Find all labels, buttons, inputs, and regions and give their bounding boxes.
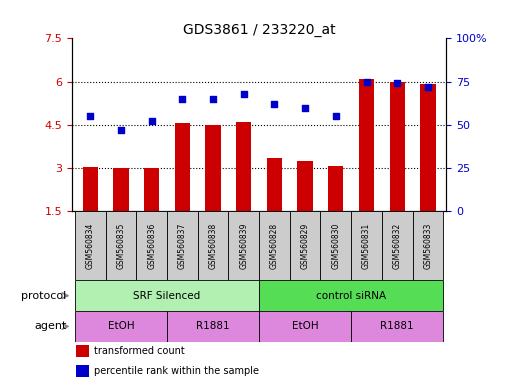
Text: GSM560836: GSM560836 — [147, 223, 156, 269]
Text: GSM560839: GSM560839 — [239, 223, 248, 269]
Bar — [75, 280, 259, 311]
Text: GSM560835: GSM560835 — [116, 223, 126, 269]
Text: agent: agent — [34, 321, 67, 331]
Point — [362, 78, 370, 84]
Bar — [412, 211, 443, 280]
Bar — [75, 311, 167, 342]
Text: EtOH: EtOH — [108, 321, 134, 331]
Text: EtOH: EtOH — [292, 321, 319, 331]
Bar — [174, 123, 190, 211]
Point — [148, 118, 156, 124]
Point — [240, 91, 248, 97]
Point — [393, 80, 401, 86]
Point — [270, 101, 279, 107]
Bar — [298, 161, 313, 211]
Text: GSM560833: GSM560833 — [423, 223, 432, 269]
Bar — [328, 166, 344, 211]
Bar — [144, 168, 160, 211]
Text: control siRNA: control siRNA — [316, 291, 386, 301]
Text: protocol: protocol — [22, 291, 67, 301]
Bar — [198, 211, 228, 280]
Text: GSM560831: GSM560831 — [362, 223, 371, 269]
Text: GSM560832: GSM560832 — [392, 223, 402, 269]
Title: GDS3861 / 233220_at: GDS3861 / 233220_at — [183, 23, 336, 37]
Text: GSM560838: GSM560838 — [208, 223, 218, 269]
Text: GSM560829: GSM560829 — [301, 223, 310, 269]
Bar — [351, 311, 443, 342]
Bar — [259, 211, 290, 280]
Bar — [106, 211, 136, 280]
Text: R1881: R1881 — [380, 321, 414, 331]
Bar — [228, 211, 259, 280]
Bar — [351, 211, 382, 280]
Bar — [113, 168, 129, 211]
Point — [86, 113, 94, 119]
Point — [301, 104, 309, 111]
Bar — [382, 211, 412, 280]
Bar — [321, 211, 351, 280]
Point — [332, 113, 340, 119]
Text: transformed count: transformed count — [94, 346, 185, 356]
Text: GSM560828: GSM560828 — [270, 223, 279, 269]
Bar — [389, 82, 405, 211]
Text: R1881: R1881 — [196, 321, 230, 331]
Point — [117, 127, 125, 133]
Bar — [236, 122, 251, 211]
Bar — [75, 211, 106, 280]
Bar — [290, 211, 321, 280]
Text: SRF Silenced: SRF Silenced — [133, 291, 201, 301]
Point — [209, 96, 217, 102]
Text: GSM560837: GSM560837 — [178, 223, 187, 269]
Bar — [167, 211, 198, 280]
Bar — [136, 211, 167, 280]
Text: GSM560830: GSM560830 — [331, 223, 340, 269]
Bar — [75, 365, 89, 377]
Bar — [359, 79, 374, 211]
Point — [424, 84, 432, 90]
Bar — [75, 345, 89, 357]
Bar — [167, 311, 259, 342]
Bar — [205, 125, 221, 211]
Bar — [83, 167, 98, 211]
Bar — [259, 311, 351, 342]
Bar — [259, 280, 443, 311]
Bar — [420, 84, 436, 211]
Text: percentile rank within the sample: percentile rank within the sample — [94, 366, 259, 376]
Text: GSM560834: GSM560834 — [86, 223, 95, 269]
Bar — [267, 158, 282, 211]
Point — [178, 96, 186, 102]
